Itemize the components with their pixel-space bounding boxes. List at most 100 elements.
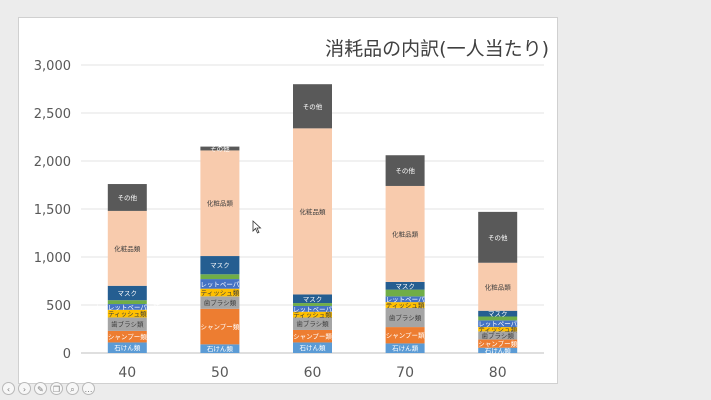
y-tick-label: 2,000 [34, 155, 71, 170]
segment-label: マスク [488, 310, 508, 318]
bar-segment [200, 288, 240, 297]
bar-segment [478, 211, 518, 263]
bar-segment [478, 320, 518, 328]
x-tick-label: 70 [396, 365, 414, 381]
bar-segment [200, 344, 240, 353]
bar-segment [200, 150, 240, 257]
bar-segment [478, 327, 518, 332]
more-icon[interactable]: … [82, 382, 95, 395]
y-axis-ticks: 0 500 1,000 1,500 2,000 2,500 3,000 [34, 59, 71, 362]
segment-label: ティッシュ類 [478, 325, 517, 334]
bar-segment [385, 281, 425, 290]
y-tick-label: 0 [63, 347, 71, 362]
copy-icon[interactable]: ❐ [50, 382, 63, 395]
bar-segment [293, 342, 332, 353]
segment-label: 石けん類 [114, 343, 141, 352]
x-axis-ticks: 40 50 60 70 80 [118, 365, 506, 381]
bar-segment [293, 311, 332, 318]
bar-segment [478, 331, 518, 340]
prev-slide-icon[interactable]: ‹ [2, 382, 15, 395]
segment-label: ティッシュ類 [108, 309, 147, 318]
bar-segment [200, 296, 240, 309]
segment-label: シャンプー類 [478, 339, 517, 348]
segment-label: マスク [395, 282, 415, 290]
y-tick-label: 1,000 [34, 251, 71, 266]
search-icon[interactable]: ⌕ [66, 382, 79, 395]
next-slide-icon[interactable]: › [18, 382, 31, 395]
bar-segment [107, 285, 147, 301]
bar-segment [200, 274, 240, 280]
x-tick-label: 40 [118, 365, 136, 381]
bar-segment [385, 155, 425, 186]
bar-segment [478, 347, 518, 353]
segment-label: トイレットペーパー類 [95, 302, 160, 311]
bar-segment [385, 296, 425, 303]
bar-segment [293, 84, 332, 129]
segment-label: ティッシュ類 [201, 288, 240, 297]
segment-label: 歯ブラシ類 [111, 320, 144, 329]
bar-segment [200, 308, 240, 345]
segment-label: トイレットペーパー類 [373, 295, 438, 304]
segment-label: トイレットペーパー類 [280, 304, 345, 313]
pen-icon[interactable]: ✎ [34, 382, 47, 395]
bar-segment [385, 302, 425, 308]
segment-label: 歯ブラシ類 [204, 298, 237, 307]
y-tick-label: 2,500 [34, 107, 71, 122]
bar-segment [107, 184, 147, 211]
segment-label: その他 [303, 102, 323, 111]
segment-label: シャンプー類 [108, 332, 147, 341]
segment-label: その他 [118, 193, 138, 202]
segment-label: マスク [303, 295, 323, 303]
chart-title: 消耗品の内訳(一人当たり) [325, 38, 549, 60]
segment-label: シャンプー類 [200, 322, 239, 331]
x-tick-label: 60 [304, 365, 322, 381]
segment-label: 化粧品類 [114, 244, 141, 253]
y-tick-label: 500 [46, 299, 71, 314]
bar-segment [385, 307, 425, 328]
segment-label: マスク [118, 290, 138, 298]
stacked-bar-chart: 消耗品の内訳(一人当たり) 0 500 1,000 1,500 2,000 2,500 3,… [34, 38, 549, 381]
bar-segment [385, 327, 425, 344]
bar-segment [478, 316, 518, 321]
bar-segment [478, 262, 518, 311]
segment-label: その他 [395, 166, 415, 175]
bar-segment [385, 343, 425, 353]
segment-label: 石けん類 [485, 346, 512, 355]
chart-card: 消耗品の内訳(一人当たり) 0 500 1,000 1,500 2,000 2,500 3,… [18, 17, 558, 384]
bar-segment [478, 310, 518, 317]
segment-label: シャンプー類 [293, 332, 332, 341]
segment-label: 石けん類 [392, 344, 419, 353]
bar-segment [107, 210, 147, 286]
segment-label: 歯ブラシ類 [482, 331, 515, 340]
segment-label: 化粧品類 [207, 199, 234, 208]
bar-segment [385, 289, 425, 297]
bar-segment [107, 309, 147, 318]
segment-label: ティッシュ類 [293, 310, 332, 319]
bar-segment [107, 300, 147, 305]
segment-label: 石けん類 [300, 343, 327, 352]
segment-label: その他 [488, 233, 508, 242]
segment-label: マスク [210, 262, 230, 270]
segment-label: その他 [210, 144, 230, 153]
segment-label: 化粧品類 [485, 282, 512, 291]
x-tick-label: 80 [489, 365, 507, 381]
bar-segment [293, 329, 332, 343]
bar-segment [200, 256, 240, 275]
bars: 石けん類シャンプー類歯ブラシ類ティッシュ類トイレットペーパー類マスク化粧品類その… [95, 84, 531, 355]
segment-label: 化粧品類 [300, 207, 327, 216]
bar-segment [200, 146, 240, 151]
bar-segment [293, 294, 332, 304]
bar-segment [478, 339, 518, 348]
bar-segment [107, 304, 147, 310]
segment-label: トイレットペーパー類 [465, 319, 530, 328]
x-tick-label: 50 [211, 365, 229, 381]
bar-segment [107, 342, 147, 353]
bar-segment [107, 330, 147, 343]
slide-viewer-toolbar: ‹ › ✎ ❐ ⌕… [2, 382, 95, 395]
bar-segment [293, 317, 332, 330]
segment-label: シャンプー類 [386, 331, 425, 340]
y-tick-label: 3,000 [34, 59, 71, 74]
bar-segment [293, 305, 332, 312]
y-tick-label: 1,500 [34, 203, 71, 218]
bar-segment [107, 317, 147, 331]
